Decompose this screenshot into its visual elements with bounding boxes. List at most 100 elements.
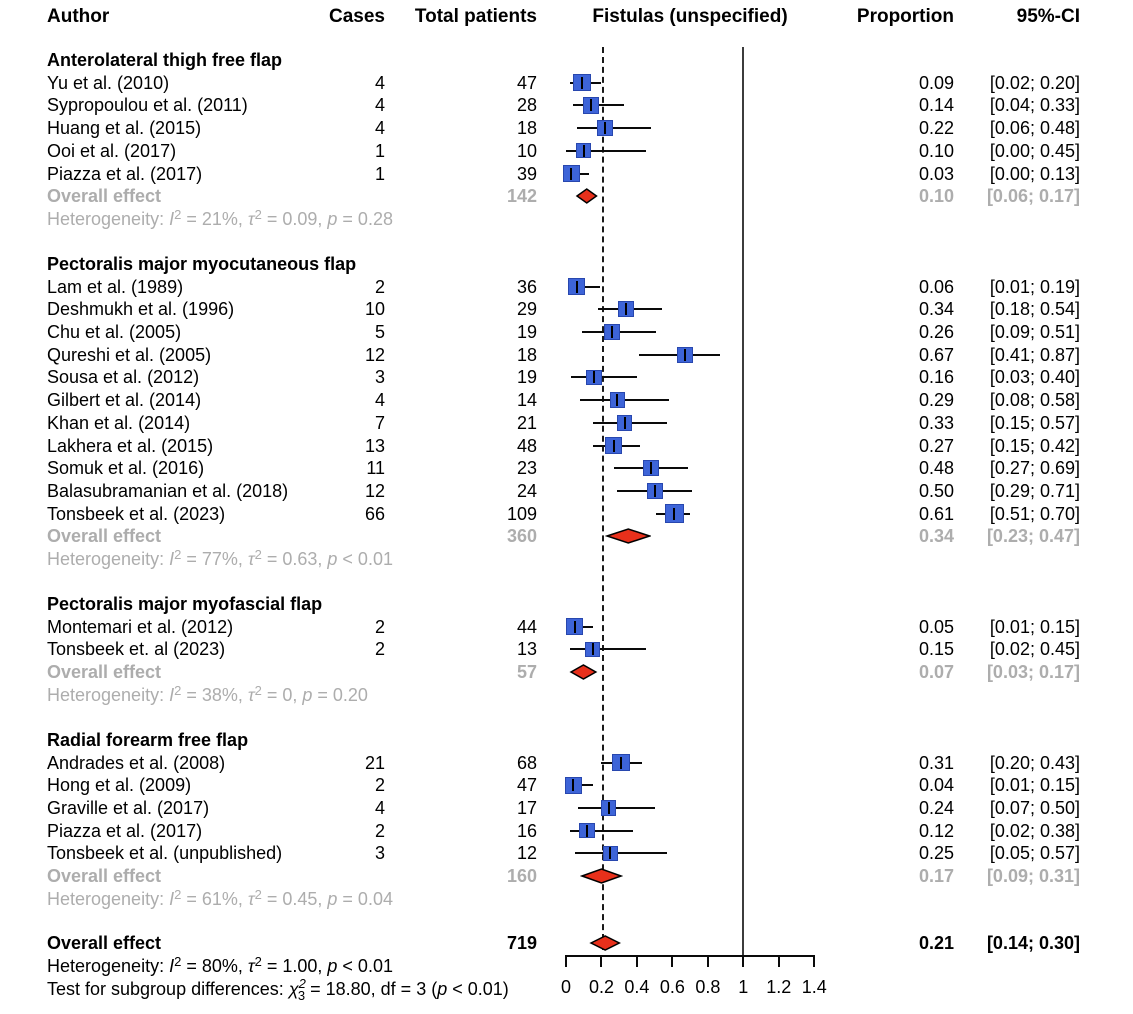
study-row: Khan et al. (2014) 7 21 0.33 [0.15; 0.57]	[0, 411, 1133, 435]
ci-line	[574, 852, 668, 855]
axis-tick-label: 1	[738, 977, 749, 997]
study-row: Lakhera et al. (2015) 13 48 0.27 [0.15; 0.42…	[0, 434, 1133, 458]
column-header-cases: Cases	[329, 6, 385, 27]
point-estimate-tick	[616, 394, 619, 407]
proportion-value: 0.10	[918, 186, 954, 207]
point-estimate-tick	[573, 620, 576, 633]
stat-segment: p	[302, 684, 313, 705]
study-row: Deshmukh et al. (1996) 10 29 0.34 [0.18; 0.5…	[0, 297, 1133, 321]
cases-value: 21	[364, 752, 385, 773]
total-patients-value: 48	[516, 435, 537, 456]
stat-segment: p	[437, 979, 448, 1000]
cases-value: 2	[374, 616, 385, 637]
proportion-value: 0.34	[918, 526, 954, 547]
pooled-diamond	[579, 868, 624, 889]
stat-segment: 2	[174, 547, 182, 562]
pooled-estimate-dashed-line	[602, 47, 605, 950]
proportion-value: 0.07	[918, 662, 954, 683]
study-row: Yu et al. (2010) 4 47 0.09 [0.02; 0.20]	[0, 71, 1133, 95]
stat-segment: Heterogeneity:	[47, 684, 170, 705]
cases-value: 4	[374, 390, 385, 411]
cases-value: 3	[374, 367, 385, 388]
overall-row: Overall effect 719 0.21 [0.14; 0.30]	[0, 931, 1133, 955]
axis-tick-label: 0.2	[588, 977, 614, 997]
proportion-value: 0.27	[918, 435, 954, 456]
author-label: Piazza et al. (2017)	[47, 163, 203, 184]
ci-line	[571, 376, 637, 379]
group-heading-label: Anterolateral thigh free flap	[47, 50, 283, 70]
point-estimate-tick	[604, 122, 606, 135]
total-patients-value: 13	[516, 639, 537, 660]
axis-tick-label: 1.2	[766, 977, 792, 997]
author-label: Somuk et al. (2016)	[47, 458, 205, 479]
column-header-ci: 95%-CI	[1016, 6, 1080, 27]
pooled-diamond-shape	[604, 528, 652, 545]
stat-segment: < 0.01	[337, 956, 393, 977]
proportion-value: 0.29	[918, 390, 954, 411]
author-label: Ooi et al. (2017)	[47, 140, 177, 161]
cases-value: 2	[374, 775, 385, 796]
ci-line	[569, 829, 634, 832]
stat-segment: = 0,	[261, 684, 303, 705]
subgroup-overall-row: Overall effect 160 0.17 [0.09; 0.31]	[0, 864, 1133, 888]
proportion-value: 0.15	[918, 639, 954, 660]
study-row: Ooi et al. (2017) 1 10 0.10 [0.00; 0.45]	[0, 139, 1133, 163]
ci-value: [0.08; 0.58]	[989, 390, 1080, 411]
cases-value: 4	[374, 797, 385, 818]
stat-segment: = 0.63,	[261, 549, 328, 569]
total-patients-value: 18	[516, 344, 537, 365]
ci-value: [0.20; 0.43]	[989, 752, 1080, 773]
stat-segment: p	[327, 208, 338, 229]
point-estimate-tick	[575, 280, 578, 293]
stat-segment: p	[327, 549, 338, 569]
author-label: Tonsbeek et. al (2023)	[47, 639, 226, 660]
stat-segment: < 0.01	[337, 549, 393, 569]
author-label: Montemari et al. (2012)	[47, 616, 234, 637]
stat-segment: I	[169, 888, 175, 909]
cases-value: 4	[374, 118, 385, 139]
stat-segment: τ	[247, 684, 255, 705]
author-label: Lam et al. (1989)	[47, 276, 184, 297]
axis-tick-label: 0.6	[659, 977, 685, 997]
pooled-diamond-shape	[575, 188, 598, 205]
subgroup-overall-row: Overall effect 360 0.34 [0.23; 0.47]	[0, 524, 1133, 548]
author-label: Andrades et al. (2008)	[47, 752, 226, 773]
ci-value: [0.01; 0.15]	[989, 616, 1080, 637]
stat-segment: = 0.28	[337, 208, 393, 229]
heterogeneity-note-text: Heterogeneity: I2 = 61%, τ2 = 0.45, p = …	[47, 887, 393, 913]
axis-tick-label: 1.4	[801, 977, 827, 997]
stat-segment: 2	[298, 976, 306, 992]
cases-value: 4	[374, 95, 385, 116]
study-row: Sousa et al. (2012) 3 19 0.16 [0.03; 0.40]	[0, 365, 1133, 389]
cases-value: 1	[374, 163, 385, 184]
ci-value: [0.23; 0.47]	[986, 526, 1080, 547]
study-row: Piazza et al. (2017) 2 16 0.12 [0.02; 0.38]	[0, 819, 1133, 843]
author-label: Overall effect	[47, 933, 162, 954]
author-label: Hong et al. (2009)	[47, 775, 192, 796]
point-estimate-tick	[580, 76, 583, 89]
stat-segment: Heterogeneity:	[47, 888, 170, 909]
study-row: Tonsbeek et. al (2023) 2 13 0.15 [0.02; 0.45…	[0, 637, 1133, 661]
ci-value: [0.02; 0.38]	[989, 820, 1080, 841]
group-heading: Radial forearm free flap	[0, 728, 1133, 752]
column-header-plot-title: Fistulas (unspecified)	[592, 6, 788, 27]
subgroup-overall-row: Overall effect 142 0.10 [0.06; 0.17]	[0, 184, 1133, 208]
stat-segment: 2	[174, 954, 182, 970]
total-patients-value: 47	[516, 775, 537, 796]
total-patients-value: 36	[516, 276, 537, 297]
total-patients-value: 12	[516, 843, 537, 864]
group-heading-label: Pectoralis major myocutaneous flap	[47, 253, 357, 274]
author-label: Piazza et al. (2017)	[47, 820, 203, 841]
author-label: Balasubramanian et al. (2018)	[47, 480, 289, 501]
total-patients-value: 18	[516, 118, 537, 139]
point-estimate-tick	[591, 643, 594, 656]
stat-segment: τ	[247, 956, 255, 977]
pooled-diamond	[604, 528, 652, 549]
cases-value: 2	[374, 276, 385, 297]
total-patients-value: 68	[516, 752, 537, 773]
ci-value: [0.07; 0.50]	[989, 797, 1080, 818]
cases-value: 7	[374, 412, 385, 433]
ci-value: [0.00; 0.45]	[989, 140, 1080, 161]
total-patients-value: 19	[516, 322, 537, 342]
ci-value: [0.18; 0.54]	[989, 299, 1080, 320]
